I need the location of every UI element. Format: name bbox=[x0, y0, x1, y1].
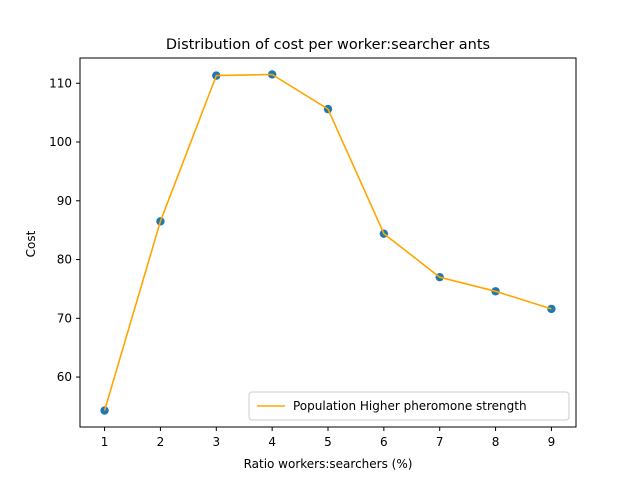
y-tick-label: 110 bbox=[49, 76, 72, 90]
x-tick-label: 5 bbox=[324, 435, 332, 449]
x-tick-label: 9 bbox=[548, 435, 556, 449]
x-tick-label: 7 bbox=[436, 435, 444, 449]
legend: Population Higher pheromone strength bbox=[248, 391, 570, 421]
x-tick-label: 6 bbox=[380, 435, 388, 449]
y-tick-label: 70 bbox=[57, 311, 72, 325]
x-tick-label: 2 bbox=[157, 435, 165, 449]
data-point bbox=[100, 406, 109, 415]
x-tick-label: 3 bbox=[212, 435, 220, 449]
x-axis-label: Ratio workers:searchers (%) bbox=[244, 457, 413, 471]
chart-title: Distribution of cost per worker:searcher… bbox=[166, 37, 490, 53]
y-tick-label: 90 bbox=[57, 194, 72, 208]
series-line bbox=[103, 73, 552, 411]
x-tick-label: 8 bbox=[492, 435, 500, 449]
legend-label: Population Higher pheromone strength bbox=[293, 399, 527, 413]
y-tick-label: 60 bbox=[57, 370, 72, 384]
y-axis-label: Cost bbox=[24, 230, 38, 257]
y-tick-label: 100 bbox=[49, 135, 72, 149]
data-point bbox=[547, 304, 556, 314]
legend-box bbox=[248, 391, 570, 421]
x-tick-label: 1 bbox=[101, 435, 109, 449]
y-tick-label: 80 bbox=[57, 253, 72, 267]
plot-area: 1 2 3 4 5 6 7 8 9 60 70 80 90 100 110 bbox=[49, 57, 577, 449]
x-tick-label: 4 bbox=[268, 435, 276, 449]
